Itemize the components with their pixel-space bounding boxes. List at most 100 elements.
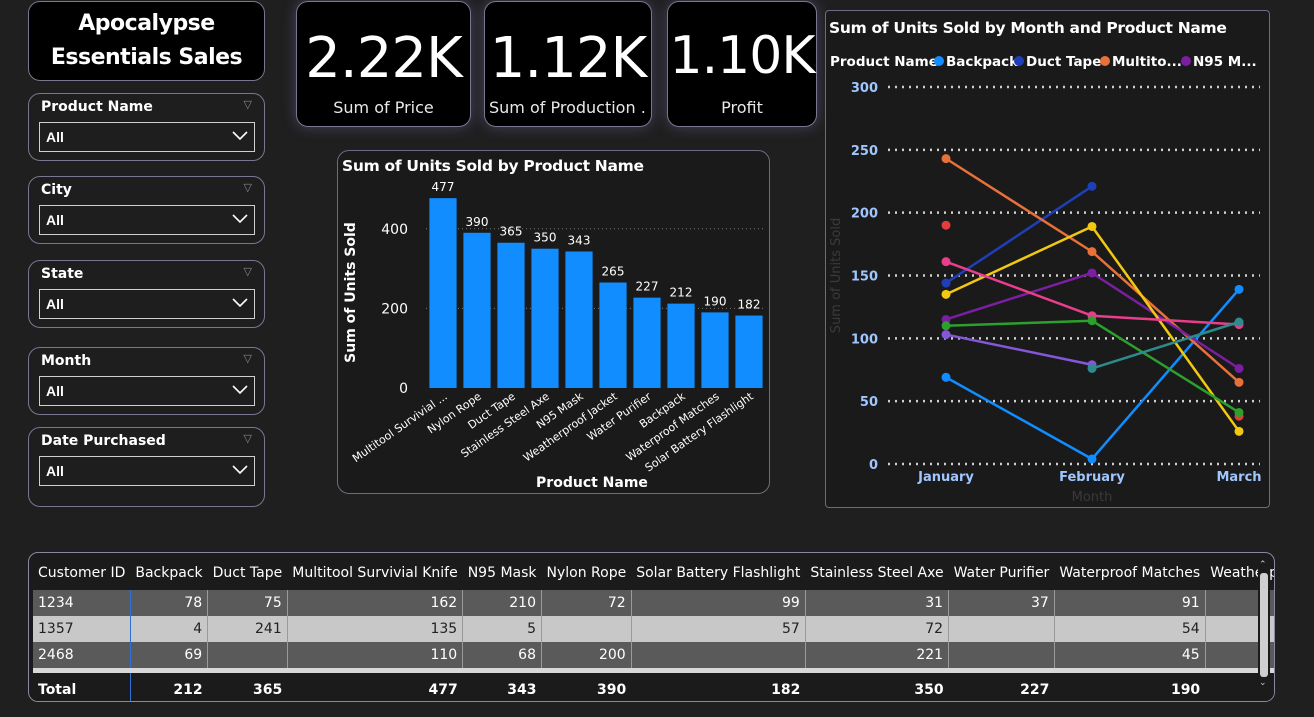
column-header[interactable]: Waterproof Matches (1059, 565, 1201, 581)
data-point (941, 372, 951, 382)
column-header[interactable]: Nylon Rope (546, 565, 627, 581)
line-chart-panel: Sum of Units Sold by Month and Product N… (825, 10, 1270, 508)
slicer-label: City (41, 182, 72, 198)
scroll-down-icon[interactable]: ⌄ (1259, 677, 1267, 687)
column-header[interactable]: Stainless Steel Axe (810, 565, 944, 581)
total-cell: 350 (805, 673, 949, 701)
column-header[interactable]: Water Purifier (953, 565, 1050, 581)
table-row[interactable]: 12347875162210729931379196951 (33, 590, 1274, 616)
chevron-down-icon[interactable]: ▽ (243, 182, 252, 194)
slicer-state[interactable]: State ▽ All (28, 260, 265, 328)
row-separator (33, 668, 1274, 673)
legend: Product Name Backpack Duct Tape Multito... N… (830, 54, 1257, 70)
bar (667, 303, 695, 388)
data-point (1087, 316, 1097, 326)
slicer-date-purchased[interactable]: Date Purchased ▽ All (28, 427, 265, 507)
data-point (941, 289, 951, 299)
y-tick-label: 50 (860, 395, 878, 410)
data-point (1087, 363, 1097, 373)
product-name-dropdown[interactable]: All (39, 122, 255, 152)
chevron-down-icon[interactable]: ▽ (243, 266, 252, 278)
column-header[interactable]: Multitool Survivial Knife (292, 565, 458, 581)
date-purchased-dropdown[interactable]: All (39, 456, 255, 486)
chevron-down-icon (232, 385, 248, 395)
month-dropdown[interactable]: All (39, 376, 255, 406)
data-point (941, 278, 951, 288)
data-point (1087, 454, 1097, 464)
table-cell: 210 (462, 590, 542, 616)
table-cell: 2468 (33, 642, 131, 668)
table-row[interactable]: 13574241135557725441609 (33, 616, 1274, 642)
line-segment (1091, 314, 1240, 326)
column-header[interactable]: Backpack (135, 565, 203, 581)
data-label: 477 (432, 180, 455, 194)
column-header[interactable]: Solar Battery Flashlight (636, 565, 801, 581)
kpi-value: 2.22K (305, 26, 462, 91)
chevron-down-icon[interactable]: ▽ (243, 433, 252, 445)
table-cell: 99 (631, 590, 806, 616)
table-cell: 72 (805, 616, 950, 642)
legend-entry: Duct Tape (1026, 54, 1101, 70)
kpi-value: 1.10K (669, 26, 816, 86)
table-scrollbar[interactable]: ⌃ ⌄ (1258, 559, 1270, 689)
table-total-row: Total2123654773433901823502271902653001 (33, 673, 1274, 701)
data-point (1234, 284, 1244, 294)
legend-marker (1181, 56, 1191, 66)
line-segment (945, 260, 1093, 317)
city-dropdown[interactable]: All (39, 205, 255, 235)
x-tick-label: January (917, 470, 974, 485)
data-point (1087, 268, 1097, 278)
table-cell: 4 (130, 616, 209, 642)
total-cell: 227 (948, 673, 1055, 701)
bar (531, 248, 559, 388)
table-cell: 57 (631, 616, 806, 642)
state-dropdown[interactable]: All (39, 289, 255, 319)
chevron-down-icon (232, 465, 248, 475)
column-header[interactable]: Customer ID (38, 565, 126, 581)
dashboard-title-line2: Essentials Sales (50, 45, 243, 70)
line-segment (945, 185, 1093, 285)
table-cell: 37 (948, 590, 1055, 616)
data-point (1234, 317, 1244, 327)
matrix-table: Customer ID Backpack Duct Tape Multitool Su… (33, 556, 1274, 701)
dropdown-value: All (46, 296, 64, 312)
total-cell: 212 (130, 673, 208, 701)
data-point (941, 314, 951, 324)
line-segment (945, 225, 1093, 296)
table-cell (541, 616, 632, 642)
chevron-down-icon[interactable]: ▽ (243, 99, 252, 111)
scroll-up-icon[interactable]: ⌃ (1259, 559, 1267, 569)
chevron-down-icon[interactable]: ▽ (243, 353, 252, 365)
bar (599, 282, 627, 388)
slicer-city[interactable]: City ▽ All (28, 176, 265, 244)
slicer-label: Date Purchased (41, 433, 166, 449)
data-label: 265 (602, 265, 625, 279)
table-cell (948, 616, 1055, 642)
slicer-label: Product Name (41, 99, 153, 115)
table-cell: 68 (462, 642, 542, 668)
column-header[interactable]: Duct Tape (212, 565, 283, 581)
legend-entry: Backpack (946, 54, 1019, 70)
line-segment (945, 271, 1093, 321)
table-cell: 221 (805, 642, 950, 668)
slicer-label: Month (41, 353, 92, 369)
y-tick-label: 200 (381, 301, 408, 317)
data-label: 365 (500, 225, 523, 239)
bar (735, 315, 763, 388)
dropdown-value: All (46, 463, 64, 479)
table-header-row: Customer ID Backpack Duct Tape Multitool Su… (33, 556, 1274, 590)
scrollbar-thumb[interactable] (1260, 573, 1268, 677)
dropdown-value: All (46, 129, 64, 145)
table-row[interactable]: 2468691106820022145115828 (33, 642, 1274, 668)
data-point (941, 330, 951, 340)
series-line (941, 154, 1244, 387)
dashboard-title-card: Apocalypse Essentials Sales (28, 1, 265, 81)
slicer-month[interactable]: Month ▽ All (28, 347, 265, 415)
column-header[interactable]: N95 Mask (467, 565, 537, 581)
slicer-product-name[interactable]: Product Name ▽ All (28, 93, 265, 161)
table-cell: 110 (287, 642, 464, 668)
table-cell: 75 (207, 590, 288, 616)
table-cell: 69 (130, 642, 209, 668)
bar (463, 232, 491, 388)
y-tick-label: 100 (851, 332, 878, 347)
